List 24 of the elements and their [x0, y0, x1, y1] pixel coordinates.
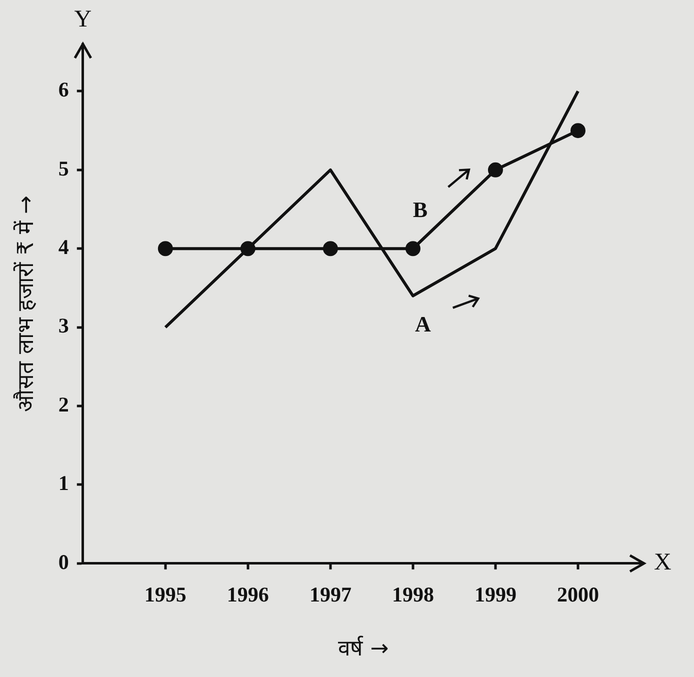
y-tick-label: 5 [58, 156, 69, 180]
text: X [654, 550, 672, 576]
point [322, 241, 338, 256]
x-tick-label: 1996 [226, 582, 269, 606]
point [405, 241, 420, 256]
point [158, 241, 173, 256]
y-tick-label: 3 [58, 314, 69, 338]
x-tick-label: 2000 [556, 582, 599, 606]
y-tick-label: 0 [58, 550, 69, 574]
y-tick-label: 1 [58, 471, 69, 496]
x-tick-label: 1995 [144, 582, 186, 606]
point [488, 162, 503, 178]
y-tick-label: 6 [58, 78, 69, 102]
x-tick-label: 1998 [392, 582, 434, 606]
y-tick-label: 4 [58, 235, 70, 260]
text: Y [74, 6, 92, 32]
y-axis-title: औसत लाभ हजारों ₹ में → [12, 195, 39, 412]
series-label: A [415, 312, 432, 337]
x-axis-title: वर्ष → [338, 636, 389, 662]
point [570, 123, 586, 138]
x-tick-label: 1999 [474, 582, 516, 606]
series-label: B [412, 196, 428, 222]
y-tick-label: 2 [58, 392, 69, 416]
x-tick-label: 1997 [309, 582, 352, 606]
